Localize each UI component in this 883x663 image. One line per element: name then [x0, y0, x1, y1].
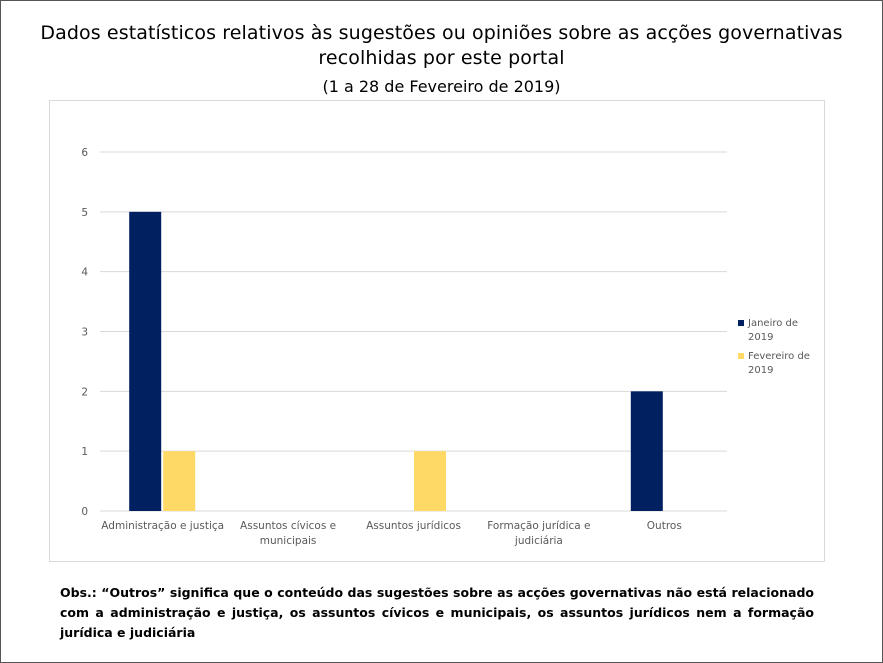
x-category-label: judiciária — [514, 535, 563, 547]
legend-label: Janeiro de — [747, 318, 798, 329]
bar-chart: 0 1 2 3 4 5 6 Administração e justiça Assuntos c… — [81, 147, 810, 547]
y-tick-label: 0 — [81, 506, 88, 518]
bar-janeiro — [129, 211, 162, 511]
legend-marker — [738, 353, 744, 359]
y-tick-label: 5 — [81, 207, 88, 219]
bar-fevereiro — [414, 451, 446, 511]
y-tick-label: 2 — [81, 386, 88, 398]
x-category-label: Administração e justiça — [101, 520, 224, 532]
page-title: Dados estatísticos relativos às sugestõe… — [40, 22, 843, 69]
bar-fevereiro — [163, 451, 196, 511]
legend-label: 2019 — [748, 365, 773, 376]
x-category-label: Assuntos jurídicos — [366, 520, 461, 532]
x-category-label: municipais — [260, 535, 317, 547]
page-subtitle: (1 a 28 de Fevereiro de 2019) — [322, 77, 561, 96]
chart-area: 0 1 2 3 4 5 6 Administração e justiça Assuntos c… — [49, 100, 825, 562]
legend-label: Fevereiro de — [748, 351, 810, 362]
y-tick-label: 1 — [81, 446, 88, 458]
x-category-label: Outros — [647, 520, 682, 532]
legend-marker — [738, 320, 744, 326]
bar-janeiro — [630, 391, 663, 511]
y-tick-label: 3 — [81, 327, 88, 339]
y-tick-label: 4 — [81, 267, 88, 279]
observation-note: Obs.: “Outros” significa que o conteúdo … — [60, 585, 814, 640]
legend-label: 2019 — [748, 332, 773, 343]
x-category-label: Formação jurídica e — [487, 520, 590, 532]
x-category-label: Assuntos cívicos e — [240, 520, 336, 532]
y-tick-label: 6 — [81, 147, 88, 159]
